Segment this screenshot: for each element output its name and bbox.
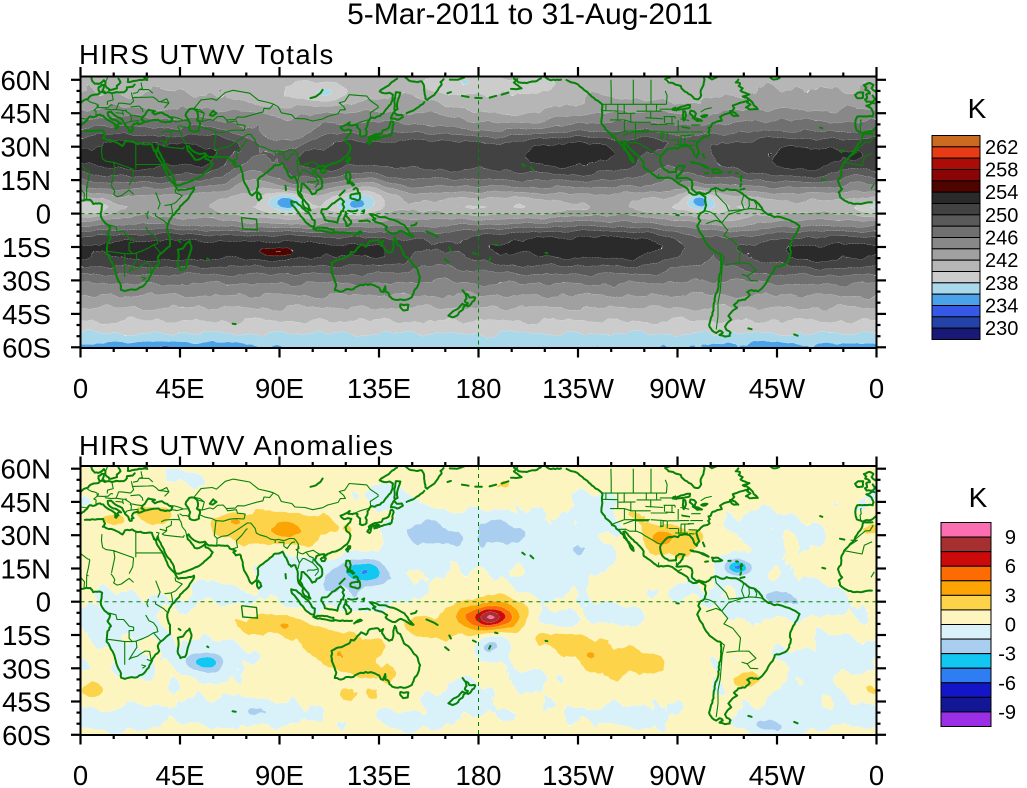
svg-text:30N: 30N: [1, 132, 51, 163]
svg-text:135E: 135E: [347, 373, 411, 404]
svg-text:30S: 30S: [2, 653, 51, 684]
svg-text:45E: 45E: [156, 760, 205, 788]
svg-text:15S: 15S: [2, 232, 51, 263]
svg-text:135W: 135W: [542, 760, 614, 788]
svg-text:HIRS UTWV Anomalies: HIRS UTWV Anomalies: [79, 430, 394, 461]
svg-text:K: K: [968, 93, 987, 124]
svg-text:30N: 30N: [1, 520, 51, 551]
svg-text:6: 6: [1005, 556, 1016, 578]
svg-text:-6: -6: [998, 673, 1016, 695]
svg-text:246: 246: [985, 228, 1018, 250]
svg-text:-3: -3: [998, 644, 1016, 666]
svg-text:0: 0: [36, 199, 51, 230]
svg-text:242: 242: [985, 250, 1018, 272]
svg-text:-9: -9: [998, 702, 1016, 724]
svg-text:3: 3: [1005, 585, 1016, 607]
svg-text:15S: 15S: [2, 620, 51, 651]
svg-text:45N: 45N: [1, 98, 51, 129]
svg-text:45S: 45S: [2, 687, 51, 718]
svg-text:0: 0: [1005, 615, 1016, 637]
svg-text:K: K: [969, 482, 988, 513]
svg-text:90E: 90E: [255, 760, 304, 788]
svg-text:5-Mar-2011 to 31-Aug-2011: 5-Mar-2011 to 31-Aug-2011: [347, 0, 713, 31]
svg-text:60N: 60N: [1, 65, 51, 96]
svg-text:60S: 60S: [2, 332, 51, 363]
svg-text:45E: 45E: [156, 373, 205, 404]
svg-text:15N: 15N: [1, 554, 51, 585]
svg-text:30S: 30S: [2, 265, 51, 296]
svg-text:90W: 90W: [649, 760, 706, 788]
svg-text:254: 254: [985, 182, 1018, 204]
svg-text:45N: 45N: [1, 487, 51, 518]
svg-text:60S: 60S: [2, 720, 51, 751]
svg-text:258: 258: [985, 160, 1018, 182]
svg-text:15N: 15N: [1, 165, 51, 196]
svg-text:90E: 90E: [255, 373, 304, 404]
svg-text:238: 238: [985, 273, 1018, 295]
svg-text:0: 0: [73, 760, 88, 788]
svg-text:45W: 45W: [749, 373, 806, 404]
svg-text:45S: 45S: [2, 299, 51, 330]
svg-text:HIRS UTWV Totals: HIRS UTWV Totals: [79, 39, 335, 70]
svg-text:0: 0: [36, 587, 51, 618]
svg-text:45W: 45W: [749, 760, 806, 788]
svg-text:9: 9: [1005, 527, 1016, 549]
svg-text:230: 230: [985, 318, 1018, 340]
svg-text:234: 234: [985, 296, 1018, 318]
svg-text:180: 180: [456, 373, 502, 404]
svg-text:250: 250: [985, 205, 1018, 227]
svg-text:0: 0: [869, 373, 884, 404]
svg-text:180: 180: [456, 760, 502, 788]
svg-text:135E: 135E: [347, 760, 411, 788]
svg-text:135W: 135W: [542, 373, 614, 404]
svg-text:0: 0: [73, 373, 88, 404]
svg-text:262: 262: [985, 137, 1018, 159]
svg-text:90W: 90W: [649, 373, 706, 404]
svg-text:60N: 60N: [1, 454, 51, 485]
svg-text:0: 0: [869, 760, 884, 788]
